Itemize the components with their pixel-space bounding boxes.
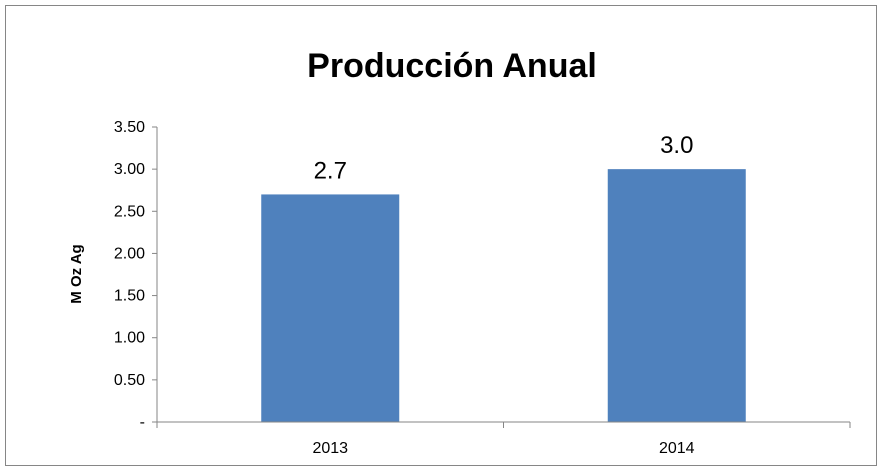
data-label-2014: 3.0: [660, 132, 693, 159]
x-tick-label: 2013: [312, 440, 348, 457]
y-tick-label: 1.50: [114, 288, 145, 305]
y-axis-ticks: - 0.50 1.00 1.50 2.00 2.50 3.00 3.50: [114, 119, 157, 431]
data-labels-group: 2.7 3.0: [314, 132, 694, 184]
y-tick-label: 2.00: [114, 245, 145, 262]
x-axis-ticks: 2013 2014: [156, 422, 851, 457]
y-tick-label: 0.50: [114, 372, 145, 389]
y-tick-label: 3.50: [114, 119, 145, 136]
data-label-2013: 2.7: [314, 157, 347, 184]
y-tick-label: 1.00: [114, 330, 145, 347]
y-tick-label: -: [140, 414, 145, 431]
bar-2013: [261, 194, 400, 422]
chart-title: Producción Anual: [307, 47, 597, 85]
y-tick-label: 3.00: [114, 161, 145, 178]
bars-group: [261, 169, 746, 422]
bar-2014: [607, 169, 746, 422]
y-tick-label: 2.50: [114, 203, 145, 220]
y-axis-label: M Oz Ag: [68, 244, 85, 303]
x-tick-label: 2014: [659, 440, 695, 457]
